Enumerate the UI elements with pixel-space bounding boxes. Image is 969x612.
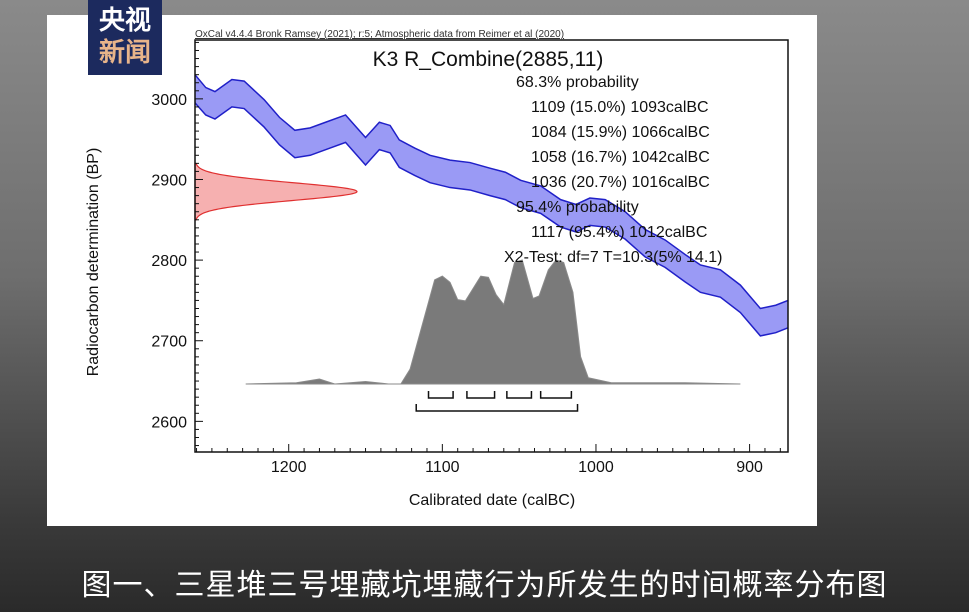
x-tick-label: 900 [736, 459, 763, 476]
header-note: OxCal v4.4.4 Bronk Ramsey (2021); r:5; A… [195, 29, 564, 40]
logo-line2: 新闻 [98, 38, 151, 68]
range-68-bracket [506, 391, 533, 399]
annotation-line: 95.4% probability [516, 199, 639, 216]
annotations: 68.3% probability 1109 (15.0%) 1093calBC 1… [504, 74, 723, 266]
range-68-bracket [539, 391, 573, 399]
y-axis-label: Radiocarbon determination (BP) [85, 148, 102, 377]
y-tick-label: 2700 [151, 334, 187, 351]
annotation-line: 1036 (20.7%) 1016calBC [531, 174, 710, 191]
annotation-line: 1109 (15.0%) 1093calBC [531, 99, 709, 116]
range-68-bracket [466, 391, 496, 399]
x-tick-label: 1200 [271, 459, 307, 476]
logo-line1: 央视 [98, 6, 151, 36]
range-95-bracket [415, 404, 579, 412]
radiocarbon-distribution [194, 162, 358, 221]
x-tick-label: 1000 [578, 459, 614, 476]
x-tick-label: 1100 [425, 459, 460, 476]
annotation-line: 1058 (16.7%) 1042calBC [531, 149, 710, 166]
annotation-line: 1084 (15.9%) 1066calBC [531, 124, 710, 141]
plot-frame [194, 39, 789, 453]
calibration-upper-line [194, 74, 789, 310]
x-axis-label: Calibrated date (calBC) [409, 492, 575, 509]
y-tick-label: 2900 [151, 172, 187, 189]
chart-title: K3 R_Combine(2885,11) [373, 48, 604, 71]
calibration-band [195, 74, 788, 336]
posterior-distribution [245, 259, 741, 385]
caption: 图一、三星堆三号埋藏坑埋藏行为所发生的时间概率分布图 [81, 568, 888, 603]
y-tick-label: 2800 [151, 253, 187, 270]
y-tick-label: 3000 [151, 92, 187, 109]
y-tick-label: 2600 [151, 414, 187, 431]
range-68-bracket [427, 391, 454, 399]
calibration-lower-line [194, 102, 789, 337]
annotation-line: X2-Test: df=7 T=10.3(5% 14.1) [504, 249, 723, 266]
annotation-line: 1117 (95.4%) 1012calBC [531, 224, 707, 241]
cctv-news-logo: 央视 新闻 [88, 0, 162, 75]
annotation-line: 68.3% probability [516, 74, 639, 91]
